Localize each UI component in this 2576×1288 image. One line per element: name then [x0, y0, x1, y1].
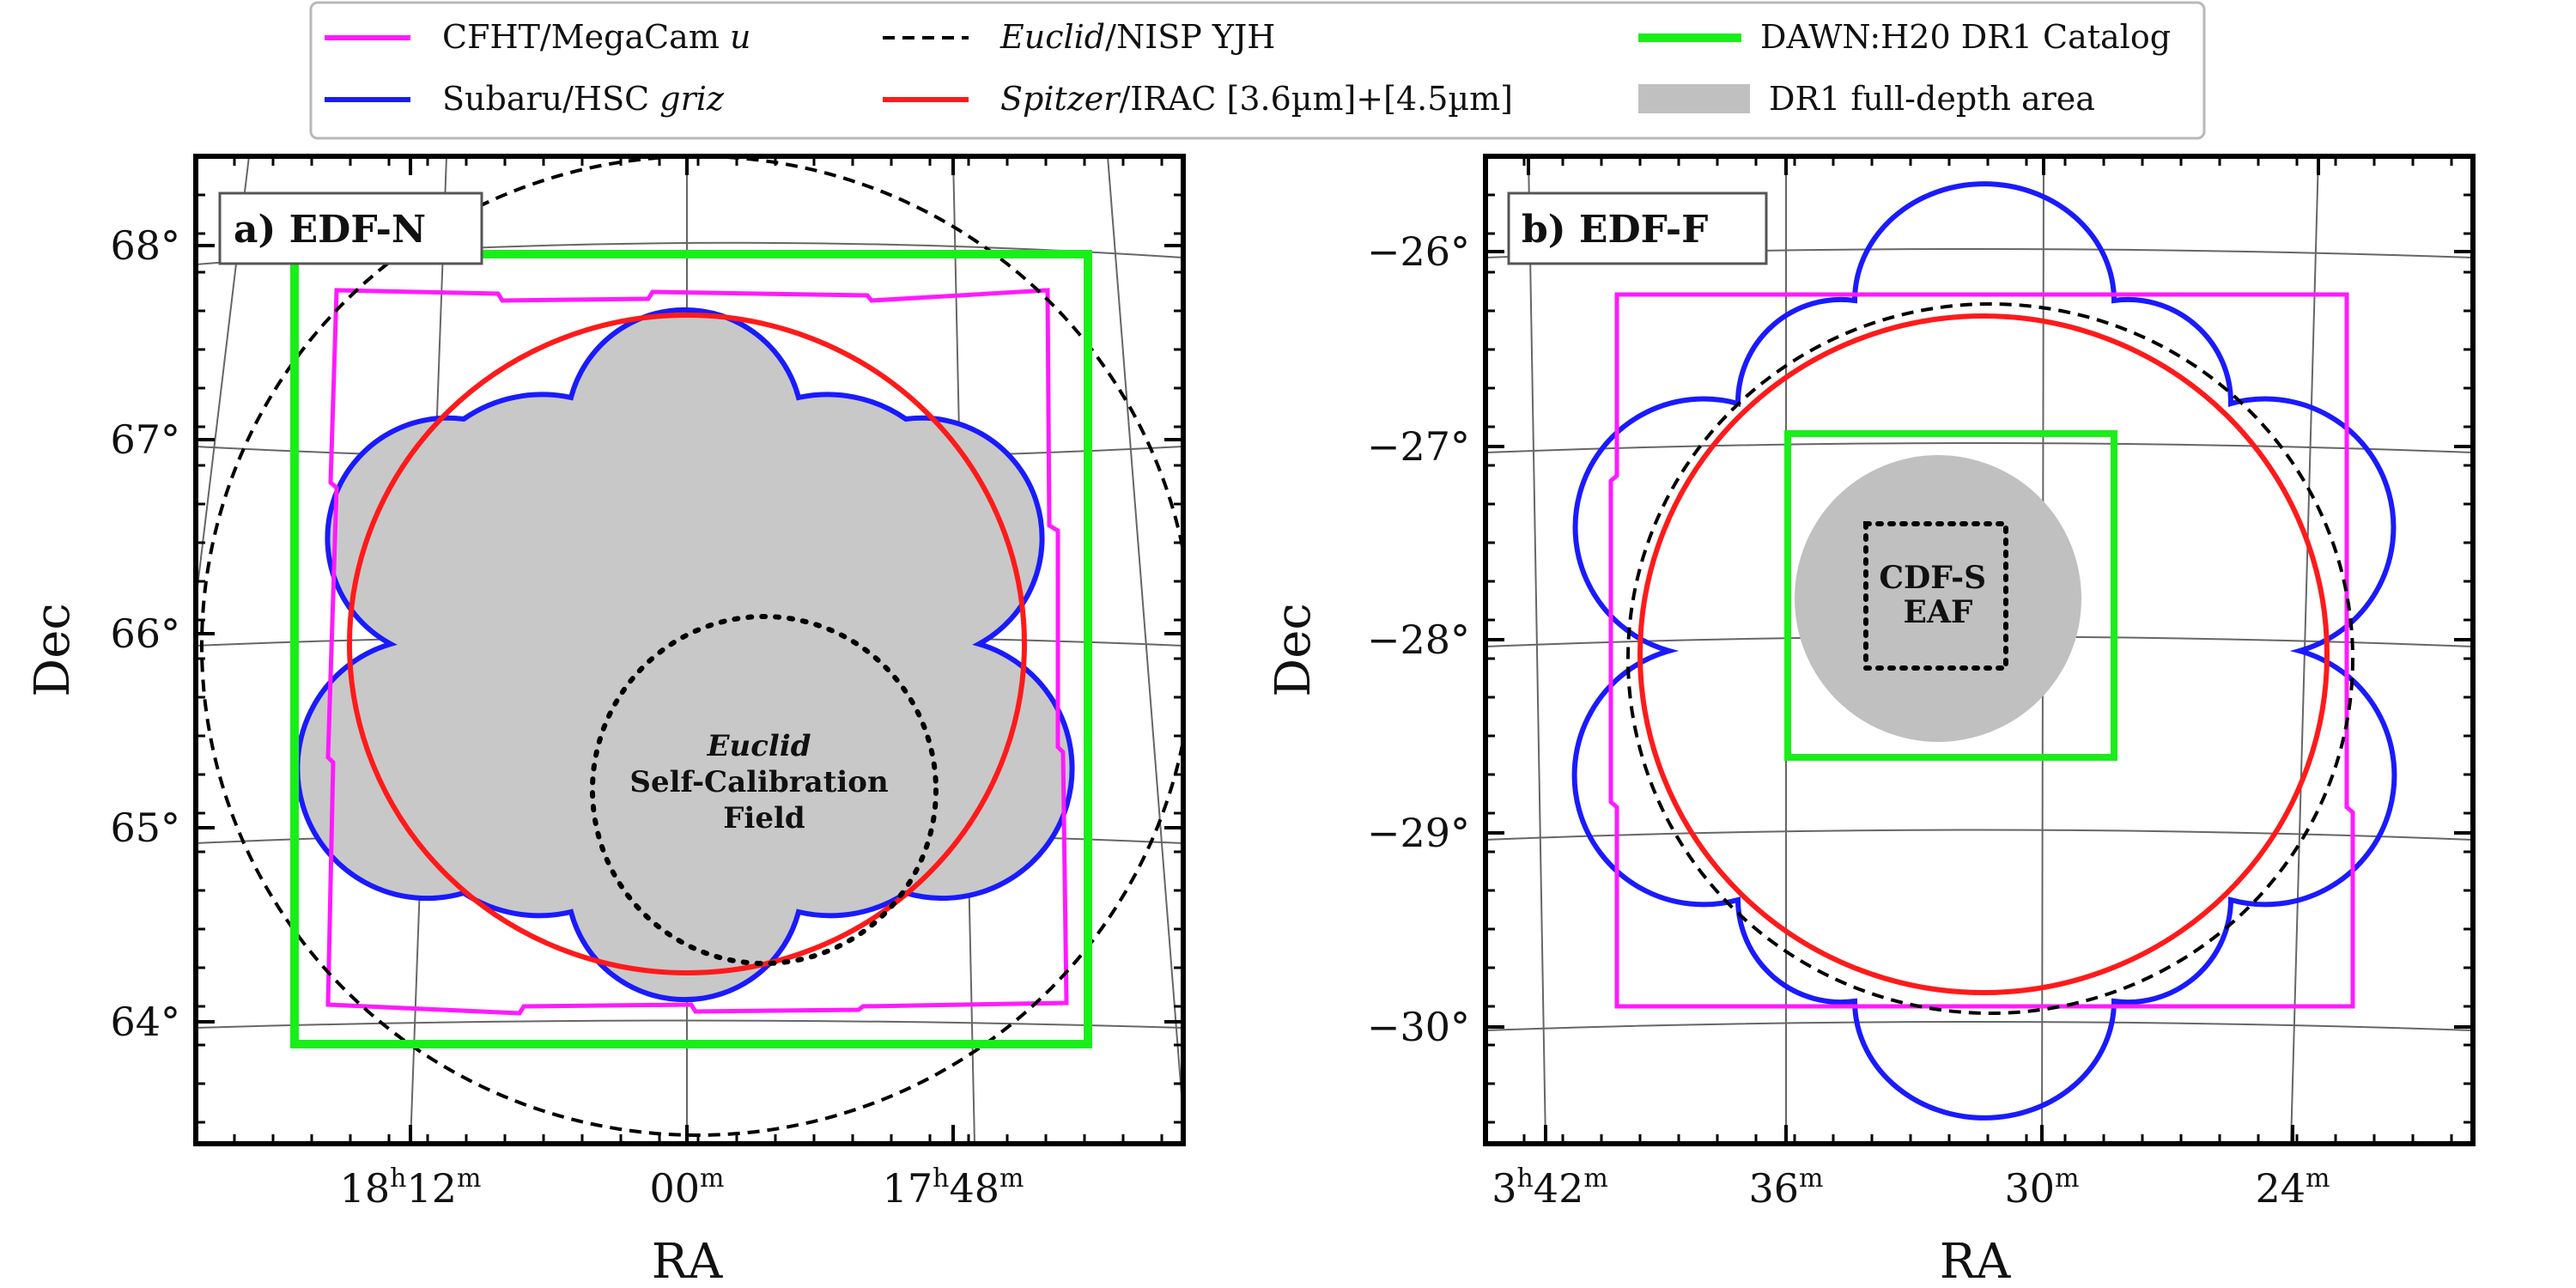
panel-b-xtick: 36m	[1749, 1163, 1824, 1212]
panel-a-ytick: 64°	[110, 999, 180, 1045]
panel-b-xtick-labels: 3h42m 36m 30m 24m	[1492, 1163, 2330, 1212]
panel-b-ytick: −27°	[1367, 423, 1470, 470]
panel-a-ylabel: Dec	[25, 603, 81, 696]
panel-a-ytick: 67°	[110, 416, 180, 463]
panel-a-ytick: 68°	[110, 222, 180, 269]
panel-b-title-box	[1507, 191, 1768, 265]
panel-a-minor-ticks	[196, 156, 1183, 1144]
legend-dawn-label: DAWN:H20 DR1 Catalog	[1760, 18, 2171, 56]
panel-a-title-box	[218, 191, 483, 265]
panel-a-xtick: 18h12m	[340, 1163, 482, 1212]
panel-b-eaf-box	[1863, 521, 2008, 671]
panel-a-plot-area	[196, 156, 1183, 1144]
legend-irac-label: Spitzer/IRAC [3.6µm]+[4.5µm]	[1000, 80, 1513, 118]
panel-a-fulldepth-area	[295, 307, 1075, 1003]
panel-a-xlabel: RA	[652, 1234, 723, 1288]
panel-b-frame	[1483, 154, 2476, 1146]
panel-b-megacam-outline	[1608, 292, 2355, 1009]
panel-a-selfcal-field	[590, 614, 939, 966]
panel-a-dawn-catalog	[290, 250, 1092, 1048]
panel-b-ticks	[1485, 156, 2473, 1144]
legend: CFHT/MegaCam u Subaru/HSC griz Euclid/NI…	[309, 1, 2206, 140]
panel-b-ytick: −29°	[1367, 810, 1470, 856]
panel-b-ytick: −28°	[1367, 617, 1470, 663]
panel-b-plot-area	[1485, 156, 2473, 1144]
legend-fulldepth-swatch	[1638, 84, 1750, 113]
legend-nisp-label: Euclid/NISP YJH	[999, 18, 1275, 56]
panel-a-annotation: Euclid Self-Calibration Field	[629, 729, 898, 835]
legend-fulldepth-label: DR1 full-depth area	[1769, 80, 2095, 118]
panel-b-xlabel: RA	[1940, 1234, 2011, 1288]
panel-a: Euclid Self-Calibration Field a) EDF-N R…	[25, 154, 1186, 1288]
panel-b-annotation: CDF-S EAF	[1879, 560, 1996, 630]
panel-a-title: a) EDF-N	[234, 208, 426, 252]
panel-b-hsc-outline	[1571, 181, 2397, 1121]
minor-tick-marks	[1485, 156, 2473, 1144]
panel-b-irac-footprint	[1637, 313, 2330, 995]
panel-b-ylabel: Dec	[1266, 603, 1321, 696]
panel-b-xtick: 30m	[2005, 1163, 2080, 1212]
panel-b-dawn-catalog	[1784, 430, 2117, 761]
minor-tick-marks	[196, 156, 1183, 1144]
panel-a-megacam-outline	[325, 288, 1069, 1016]
panel-b-title: b) EDF-F	[1522, 208, 1708, 252]
panel-b-minor-ticks	[1485, 156, 2473, 1144]
legend-hsc-label: Subaru/HSC griz	[442, 80, 725, 118]
legend-megacam-label: CFHT/MegaCam u	[442, 18, 750, 56]
panel-a-ytick-labels: 68° 67° 66° 65° 64°	[110, 222, 180, 1045]
panel-b-ytick: −26°	[1367, 228, 1470, 275]
panel-a-ticks	[196, 156, 1183, 1144]
panel-b-nisp-footprint	[1626, 302, 2354, 1015]
panel-a-xtick: 00m	[650, 1163, 725, 1212]
panel-a-xtick: 17h48m	[883, 1163, 1024, 1212]
panel-b-xtick: 24m	[2256, 1163, 2330, 1212]
panel-b-ytick: −30°	[1367, 1004, 1470, 1050]
panel-a-frame	[193, 154, 1186, 1146]
panel-b-ytick-labels: −26° −27° −28° −29° −30°	[1367, 228, 1470, 1050]
panel-a-irac-footprint	[347, 313, 1027, 975]
panel-a-xtick-labels: 18h12m 00m 17h48m	[340, 1163, 1024, 1212]
panel-b: CDF-S EAF b) EDF-F RA Dec −26° −27° −28°…	[1266, 154, 2476, 1288]
panel-a-ytick: 66°	[110, 611, 180, 657]
panel-a-ytick: 65°	[110, 805, 180, 851]
panel-b-xtick: 3h42m	[1492, 1163, 1608, 1212]
